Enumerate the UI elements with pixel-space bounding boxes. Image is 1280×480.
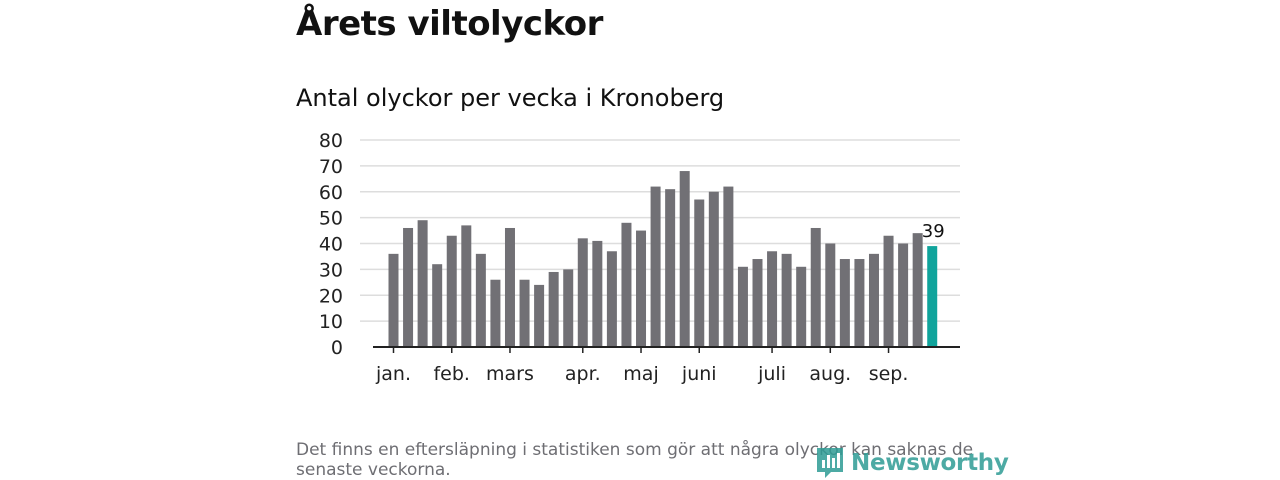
bar (767, 251, 778, 347)
bar (606, 251, 617, 347)
x-tick-label: apr. (565, 363, 601, 385)
bar (563, 269, 574, 347)
y-tick-label: 50 (319, 208, 343, 230)
y-tick-label: 20 (319, 285, 343, 307)
bar-chart: 0 10 20 30 40 50 60 70 80 jan. feb. mars apr. maj jun… (319, 130, 960, 385)
bar (446, 235, 457, 347)
bar (912, 233, 923, 347)
bars (388, 171, 938, 347)
bar (461, 225, 472, 347)
bar (752, 259, 763, 347)
bar (781, 253, 792, 347)
bar (898, 243, 909, 347)
bar (548, 271, 559, 347)
y-tick-label: 10 (319, 311, 343, 333)
footnote: Det finns en eftersläpning i statistiken… (296, 440, 974, 480)
bar (577, 238, 588, 347)
x-axis-ticks: jan. feb. mars apr. maj juni juli aug. sep. (375, 347, 908, 385)
bar (388, 253, 399, 347)
bar (723, 186, 734, 347)
bar (796, 266, 807, 347)
bar (432, 264, 443, 347)
y-tick-label: 40 (319, 234, 343, 256)
y-tick-label: 60 (319, 182, 343, 204)
x-tick-label: aug. (809, 363, 851, 385)
chart-subtitle: Antal olyckor per vecka i Kronoberg (296, 84, 725, 112)
bar (650, 186, 661, 347)
y-tick-label: 80 (319, 130, 343, 152)
bar (708, 191, 719, 347)
bar (534, 284, 545, 347)
bar (883, 235, 894, 347)
bar (519, 279, 530, 347)
bar (665, 189, 676, 347)
newsworthy-logo: Newsworthy (815, 446, 1009, 480)
bar (636, 230, 647, 347)
bar (592, 240, 603, 347)
newsworthy-logo-icon (817, 448, 843, 478)
x-tick-label: sep. (869, 363, 909, 385)
x-tick-label: juni (681, 363, 717, 385)
y-tick-label: 70 (319, 156, 343, 178)
bar-current-week (927, 246, 938, 347)
bar (868, 253, 879, 347)
page-title: Årets viltolyckor (296, 4, 603, 44)
bar (504, 227, 515, 347)
data-labels: 39 (922, 221, 945, 242)
bar (694, 199, 705, 347)
bar (475, 253, 486, 347)
bar (810, 227, 821, 347)
last-value-label: 39 (922, 221, 945, 242)
bar (403, 227, 414, 347)
x-tick-label: mars (486, 363, 534, 385)
y-tick-label: 30 (319, 259, 343, 281)
bar (490, 279, 501, 347)
x-tick-label: jan. (375, 363, 411, 385)
x-tick-label: feb. (433, 363, 469, 385)
bar (854, 259, 865, 347)
x-tick-label: maj (623, 363, 658, 385)
bar (679, 171, 690, 347)
bar (825, 243, 836, 347)
x-tick-label: juli (757, 363, 786, 385)
bar (839, 259, 850, 347)
bar (621, 222, 632, 347)
bar (417, 220, 428, 347)
bar (737, 266, 748, 347)
newsworthy-logo-text: Newsworthy (851, 450, 1009, 476)
y-axis-ticks: 0 10 20 30 40 50 60 70 80 (319, 130, 343, 359)
y-tick-label: 0 (331, 337, 343, 359)
